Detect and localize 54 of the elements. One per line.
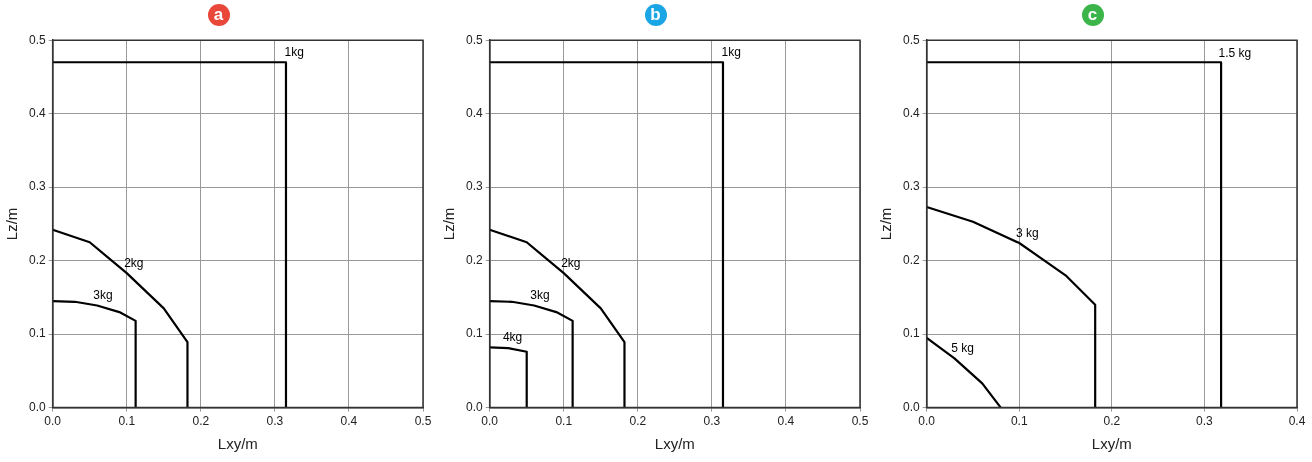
chart-title: c <box>1081 4 1104 26</box>
x-tick-label: 0.1 <box>555 414 573 429</box>
y-tick-label: 0.3 <box>28 179 46 194</box>
y-tick-label: 0.4 <box>28 105 46 120</box>
x-tick-label: 0.0 <box>481 414 499 429</box>
x-tick-label: 0.3 <box>266 414 284 429</box>
y-tick-label: 0.3 <box>902 179 920 194</box>
x-tick-label: 0.4 <box>340 414 358 429</box>
y-tick-label: 0.5 <box>465 32 483 47</box>
y-tick-label: 0.0 <box>28 399 46 414</box>
chart-title: b <box>644 4 667 26</box>
x-tick-label: 0.5 <box>414 414 432 429</box>
x-tick-label: 0.1 <box>118 414 136 429</box>
y-tick-label: 0.1 <box>465 326 483 341</box>
x-tick-label: 0.3 <box>703 414 721 429</box>
x-tick-label: 0.4 <box>777 414 795 429</box>
y-tick-label: 0.5 <box>902 32 920 47</box>
y-axis-title: Lz/m <box>440 207 458 241</box>
x-tick-label: 0.1 <box>1010 414 1028 429</box>
series-label: 1.5 kg <box>1218 46 1252 61</box>
chart-title: a <box>207 4 230 26</box>
y-axis-title: Lz/m <box>877 207 895 241</box>
x-tick-label: 0.3 <box>1196 414 1214 429</box>
y-tick-label: 0.0 <box>902 399 920 414</box>
series-label: 1kg <box>284 45 304 60</box>
series-label: 5 kg <box>951 341 974 356</box>
series-label: 3kg <box>93 287 113 302</box>
y-tick-label: 0.4 <box>465 105 483 120</box>
x-axis-title: Lxy/m <box>1091 435 1132 453</box>
y-tick-label: 0.1 <box>902 326 920 341</box>
y-tick-label: 0.5 <box>28 32 46 47</box>
series-label: 2kg <box>561 255 581 270</box>
x-axis-title: Lxy/m <box>654 435 695 453</box>
x-axis-title: Lxy/m <box>217 435 258 453</box>
x-tick-label: 0.2 <box>1103 414 1121 429</box>
x-tick-label: 0.2 <box>192 414 210 429</box>
y-tick-label: 0.0 <box>465 399 483 414</box>
series-label: 3kg <box>530 287 550 302</box>
series-label: 3 kg <box>1015 225 1039 240</box>
y-tick-label: 0.2 <box>28 252 46 267</box>
y-tick-label: 0.2 <box>902 252 920 267</box>
series-label: 2kg <box>124 255 144 270</box>
x-tick-label: 0.0 <box>44 414 62 429</box>
y-axis-title: Lz/m <box>3 207 21 241</box>
y-tick-label: 0.3 <box>465 179 483 194</box>
y-tick-label: 0.1 <box>28 326 46 341</box>
series-label: 4kg <box>502 329 523 344</box>
x-tick-label: 0.5 <box>851 414 869 429</box>
x-tick-label: 0.4 <box>1288 414 1306 429</box>
series-label: 1kg <box>721 45 741 60</box>
x-tick-label: 0.0 <box>918 414 936 429</box>
x-tick-label: 0.2 <box>629 414 647 429</box>
y-tick-label: 0.4 <box>902 105 920 120</box>
y-tick-label: 0.2 <box>465 252 483 267</box>
